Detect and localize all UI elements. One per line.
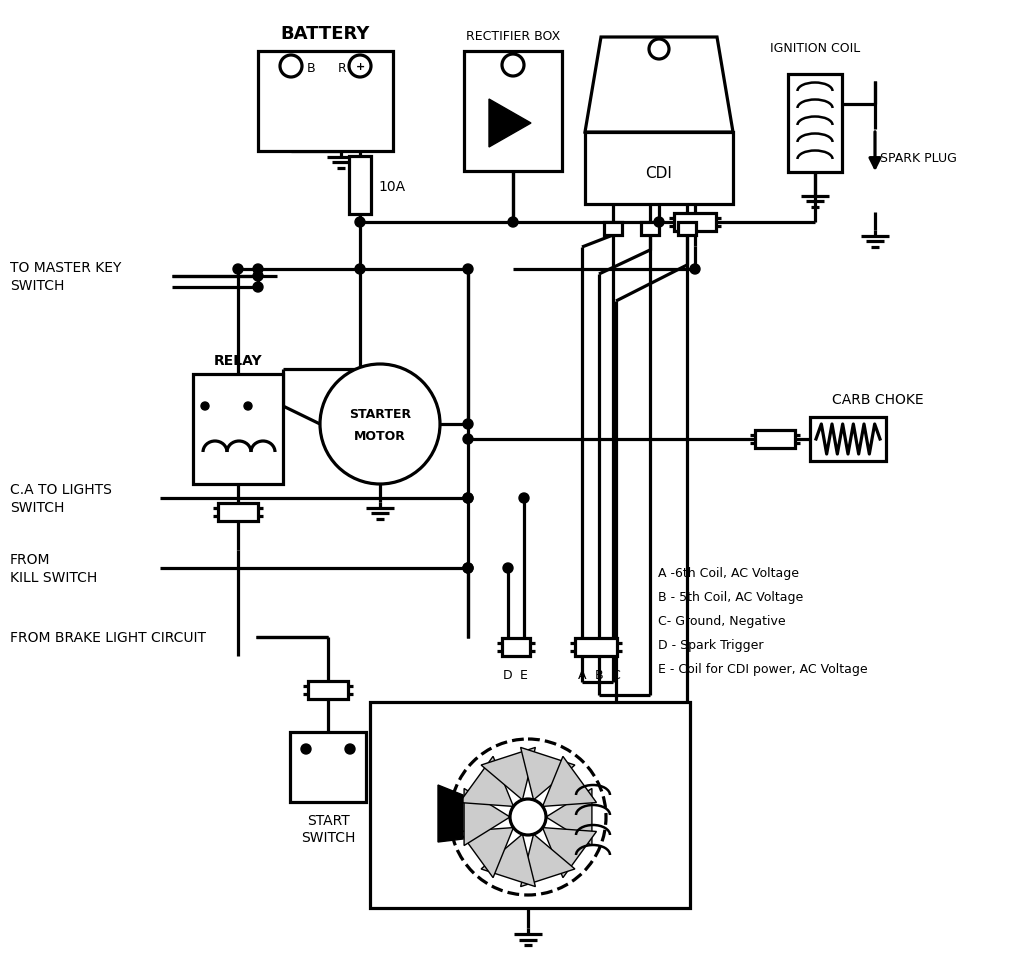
Text: FROM BRAKE LIGHT CIRCUIT: FROM BRAKE LIGHT CIRCUIT — [10, 630, 206, 644]
Circle shape — [510, 800, 546, 835]
Circle shape — [253, 264, 263, 275]
Polygon shape — [481, 834, 536, 887]
Bar — [218, 504, 258, 522]
Bar — [193, 375, 283, 484]
Text: CARB CHOKE: CARB CHOKE — [833, 393, 924, 407]
Circle shape — [463, 563, 473, 574]
Polygon shape — [460, 827, 513, 877]
Text: MOTOR: MOTOR — [354, 431, 406, 443]
Circle shape — [301, 744, 311, 754]
Polygon shape — [481, 748, 536, 801]
Circle shape — [463, 563, 473, 574]
Circle shape — [355, 218, 365, 228]
Circle shape — [345, 744, 355, 754]
Circle shape — [519, 494, 529, 504]
Circle shape — [654, 218, 664, 228]
Polygon shape — [543, 756, 597, 806]
Circle shape — [355, 264, 365, 275]
Text: C- Ground, Negative: C- Ground, Negative — [658, 615, 785, 628]
Circle shape — [233, 264, 243, 275]
Text: B - 5th Coil, AC Voltage: B - 5th Coil, AC Voltage — [658, 591, 803, 604]
Circle shape — [503, 563, 513, 574]
Text: START: START — [306, 813, 349, 827]
Circle shape — [201, 403, 209, 410]
Circle shape — [280, 56, 302, 78]
Circle shape — [244, 403, 252, 410]
Text: STARTER: STARTER — [349, 408, 411, 421]
Bar — [502, 638, 530, 656]
Circle shape — [450, 739, 606, 895]
Polygon shape — [520, 748, 574, 801]
Text: D - Spark Trigger: D - Spark Trigger — [658, 639, 764, 652]
Bar — [755, 431, 795, 449]
Circle shape — [690, 264, 700, 275]
Text: KILL SWITCH: KILL SWITCH — [10, 571, 97, 584]
Bar — [810, 418, 886, 461]
Text: B: B — [595, 669, 603, 681]
Text: A: A — [578, 669, 587, 681]
Circle shape — [502, 55, 524, 77]
Bar — [585, 133, 733, 205]
Bar — [370, 702, 690, 908]
Text: RECTIFIER BOX: RECTIFIER BOX — [466, 30, 560, 42]
Polygon shape — [543, 827, 597, 877]
Bar — [674, 213, 716, 232]
Bar — [258, 52, 393, 152]
Text: SWITCH: SWITCH — [10, 279, 65, 293]
Circle shape — [463, 264, 473, 275]
Circle shape — [321, 364, 440, 484]
Text: A -6th Coil, AC Voltage: A -6th Coil, AC Voltage — [658, 567, 799, 579]
Circle shape — [463, 494, 473, 504]
Bar — [290, 732, 366, 802]
Text: SWITCH: SWITCH — [301, 830, 355, 844]
Bar — [464, 52, 562, 172]
Text: SWITCH: SWITCH — [10, 501, 65, 514]
Circle shape — [253, 272, 263, 282]
Circle shape — [253, 283, 263, 293]
Polygon shape — [520, 834, 574, 887]
Text: FROM: FROM — [10, 553, 50, 566]
Text: IGNITION COIL: IGNITION COIL — [770, 42, 860, 56]
Bar — [678, 223, 696, 235]
Text: E: E — [520, 669, 528, 681]
Bar — [308, 681, 348, 700]
Circle shape — [508, 218, 518, 228]
Circle shape — [349, 56, 371, 78]
Text: BATTERY: BATTERY — [281, 25, 370, 43]
Circle shape — [649, 40, 669, 60]
Text: CDI: CDI — [645, 166, 673, 182]
Text: SPARK PLUG: SPARK PLUG — [880, 151, 956, 164]
Text: D: D — [503, 669, 513, 681]
Bar — [604, 223, 622, 235]
Circle shape — [463, 434, 473, 445]
Text: +: + — [355, 62, 365, 72]
Bar — [788, 75, 842, 173]
Polygon shape — [438, 785, 463, 842]
Circle shape — [463, 494, 473, 504]
Polygon shape — [585, 38, 733, 133]
Polygon shape — [460, 756, 513, 806]
Text: C.A TO LIGHTS: C.A TO LIGHTS — [10, 482, 112, 497]
Text: RELAY: RELAY — [214, 354, 262, 368]
Text: E - Coil for CDI power, AC Voltage: E - Coil for CDI power, AC Voltage — [658, 663, 867, 676]
Bar — [641, 223, 659, 235]
Text: B: B — [307, 62, 315, 75]
Bar — [349, 157, 371, 214]
Polygon shape — [546, 789, 592, 846]
Polygon shape — [464, 789, 510, 846]
Text: TO MASTER KEY: TO MASTER KEY — [10, 260, 122, 275]
Polygon shape — [489, 100, 531, 148]
Text: 10A: 10A — [378, 180, 406, 194]
Text: R: R — [337, 62, 346, 75]
Text: C: C — [611, 669, 621, 681]
Bar — [575, 638, 617, 656]
Circle shape — [463, 420, 473, 430]
